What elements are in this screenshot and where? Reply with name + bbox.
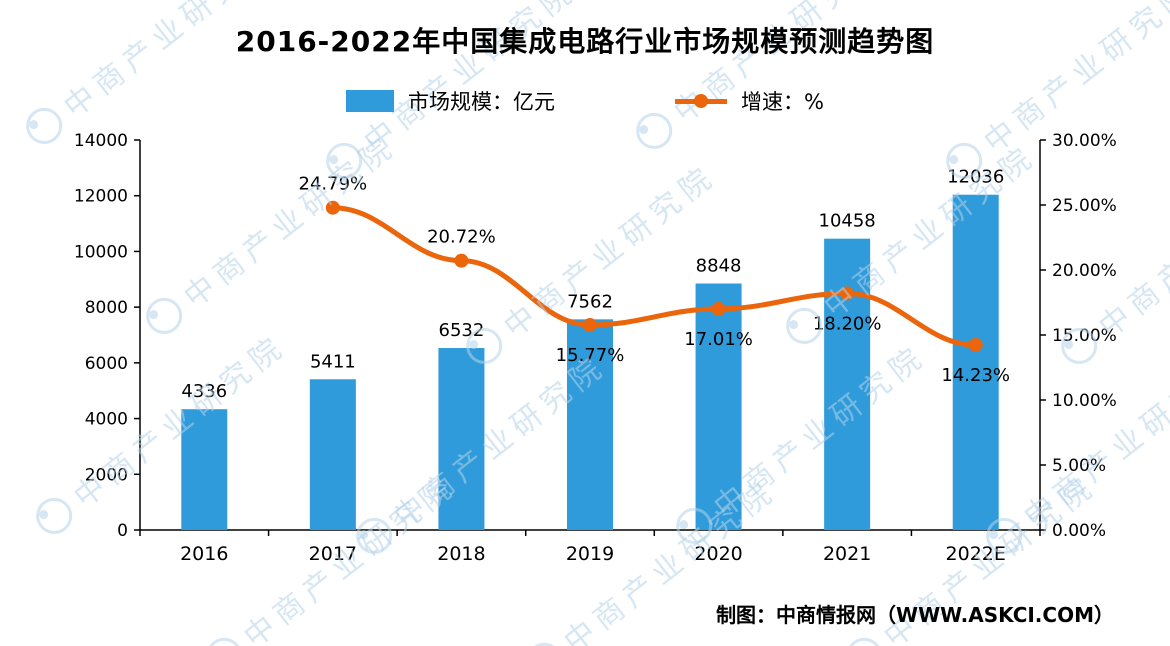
growth-line [332, 205, 976, 348]
growth-value-label: 18.20% [813, 313, 882, 334]
growth-point [454, 253, 469, 268]
growth-point [583, 317, 597, 332]
bar [309, 379, 356, 530]
legend-item-market-size: 市场规模：亿元 [346, 86, 555, 116]
left-axis-tick-label: 8000 [85, 298, 128, 318]
x-axis-label: 2019 [566, 543, 614, 565]
bar [952, 194, 999, 530]
bar-series-swatch-icon [346, 90, 395, 112]
growth-value-label: 15.77% [556, 345, 625, 366]
bar-value-label: 12036 [947, 167, 1004, 188]
legend-line-label: 增速：% [741, 90, 824, 114]
growth-value-label: 14.23% [941, 365, 1010, 386]
growth-point [968, 338, 983, 353]
x-axis-label: 2020 [694, 543, 742, 565]
right-axis-tick-label: 10.00% [1052, 391, 1117, 411]
bar-value-label: 7562 [567, 291, 613, 312]
bar [438, 348, 485, 530]
right-axis-tick-label: 25.00% [1052, 196, 1117, 216]
line-series-swatch-icon [675, 90, 728, 112]
x-axis-label: 2021 [823, 543, 871, 565]
source-credit: 制图：中商情报网（WWW.ASKCI.COM） [716, 603, 1114, 627]
x-axis-label: 2017 [309, 543, 357, 565]
bar [181, 409, 228, 530]
legend: 市场规模：亿元 增速：% [0, 86, 1170, 116]
right-axis-tick-label: 30.00% [1052, 131, 1117, 151]
chart-title: 2016-2022年中国集成电路行业市场规模预测趋势图 [235, 25, 935, 58]
x-axis-label: 2022E [946, 543, 1006, 565]
bar [567, 319, 613, 530]
left-axis-tick-label: 6000 [85, 354, 128, 374]
left-axis-tick-label: 4000 [85, 410, 128, 430]
x-axis-label: 2016 [180, 543, 228, 565]
x-axis-label: 2018 [437, 543, 485, 565]
legend-item-growth-rate: 增速：% [675, 86, 824, 116]
right-axis-tick-label: 15.00% [1052, 326, 1117, 346]
left-axis-tick-label: 12000 [74, 187, 128, 207]
bar-value-label: 5411 [310, 351, 356, 372]
left-axis-tick-label: 2000 [85, 465, 128, 485]
growth-value-label: 20.72% [427, 227, 496, 248]
legend-bar-label: 市场规模：亿元 [408, 90, 556, 114]
left-axis-tick-label: 0 [117, 521, 128, 541]
right-axis-tick-label: 20.00% [1052, 261, 1117, 281]
growth-point [840, 286, 855, 301]
bar-value-label: 8848 [696, 256, 742, 277]
left-axis-tick-label: 14000 [74, 131, 128, 151]
growth-value-label: 17.01% [684, 329, 753, 350]
growth-value-label: 24.79% [299, 174, 368, 195]
bar-value-label: 10458 [819, 211, 876, 232]
bar-value-label: 4336 [181, 381, 227, 402]
bar [695, 283, 742, 530]
right-axis-tick-label: 0.00% [1052, 521, 1106, 541]
right-axis-tick-label: 5.00% [1052, 456, 1106, 476]
bar [824, 238, 871, 531]
growth-point [325, 200, 340, 215]
left-axis-tick-label: 10000 [74, 242, 128, 262]
bar-value-label: 6532 [439, 320, 485, 341]
growth-point [711, 301, 726, 316]
